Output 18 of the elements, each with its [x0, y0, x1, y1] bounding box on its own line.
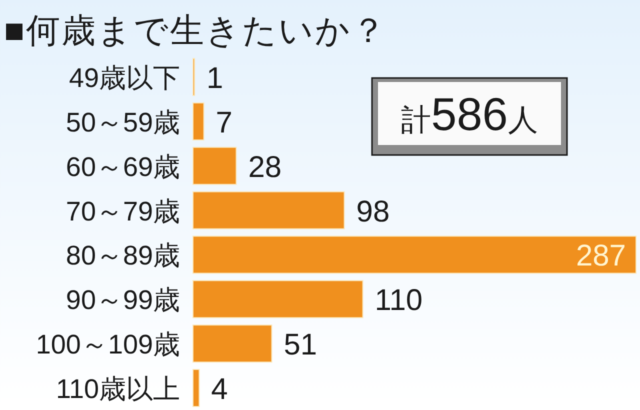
data-label: 1 [206, 62, 224, 95]
data-label: 51 [284, 328, 318, 362]
data-label: 98 [356, 195, 390, 228]
category-label: 60～69歳 [66, 152, 180, 182]
category-label: 50～59歳 [66, 107, 180, 138]
data-label: 7 [216, 106, 232, 140]
data-label: 287 [576, 240, 626, 273]
category-label: 90～99歳 [66, 285, 180, 316]
data-label: 110 [374, 284, 423, 318]
category-label: 80～89歳 [66, 240, 180, 271]
data-label: 28 [248, 150, 282, 184]
category-label: 100～109歳 [36, 330, 180, 360]
category-label: 70～79歳 [66, 196, 180, 226]
category-label: 110歳以上 [56, 374, 180, 404]
annotation: 計586人 [401, 88, 538, 140]
category-label: 49歳以下 [68, 63, 180, 93]
data-label: 4 [211, 373, 228, 406]
title: ■何歳まで生きたいか？ [4, 12, 388, 50]
